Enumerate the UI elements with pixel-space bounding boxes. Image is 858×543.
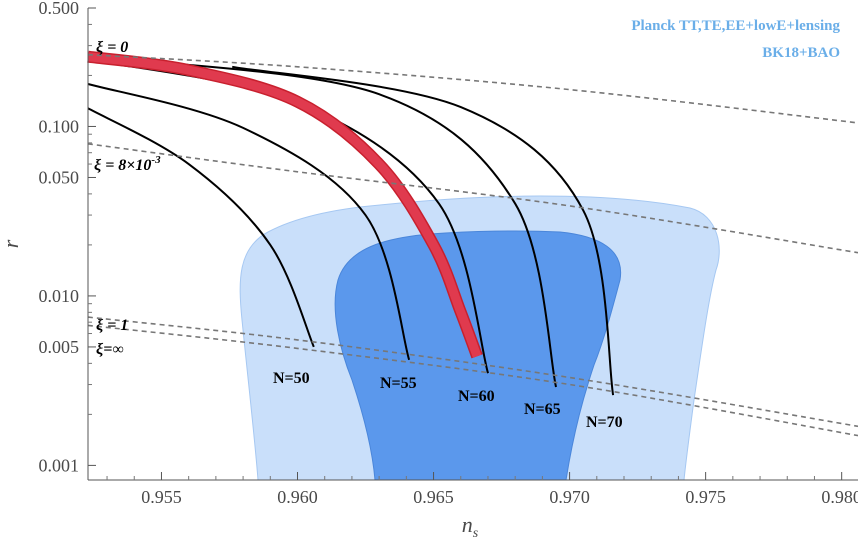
n-curves: [87, 56, 615, 396]
x-tick-label: 0.975: [685, 487, 726, 507]
n-label-50: N=50: [273, 370, 310, 387]
highlight-band: [87, 50, 483, 359]
y-axis-title: r: [0, 239, 23, 248]
xi-label-0: ξ = 0: [96, 39, 128, 56]
x-axis-title: ns: [462, 512, 479, 541]
xi-label-8e-3: ξ = 8×10-3: [94, 154, 161, 174]
x-tick-label: 0.970: [549, 487, 590, 507]
y-tick-label: 0.005: [39, 337, 80, 357]
y-tick-label: 0.100: [39, 116, 80, 136]
y-tick-label: 0.001: [39, 455, 80, 475]
xi-curve-1: [87, 143, 858, 254]
n-curve-labels: N=50 N=55 N=60 N=65 N=70: [273, 370, 623, 431]
legend-entry-planck: Planck TT,TE,EE+lowE+lensing: [631, 18, 840, 34]
n-curve-55: [87, 83, 411, 361]
y-tick-label: 0.500: [39, 0, 80, 18]
n-curve-70: [232, 65, 615, 396]
x-tick-label: 0.955: [141, 487, 182, 507]
n-label-65: N=65: [524, 401, 561, 418]
xi-curve-2: [87, 316, 858, 428]
xi-curve-0: [87, 53, 858, 124]
xi-label-1: ξ = 1: [96, 317, 128, 334]
n-curve-65: [106, 56, 557, 388]
xi-curves: [87, 53, 858, 437]
x-ticks: 0.955 0.960 0.965 0.970 0.975 0.980: [106, 472, 858, 507]
highlight-band-fill: [87, 52, 482, 358]
n-label-70: N=70: [586, 414, 623, 431]
x-tick-label: 0.960: [277, 487, 318, 507]
y-ticks: 0.001 0.005 0.010 0.050 0.100 0.500: [39, 0, 96, 475]
xi-label-inf: ξ=∞: [96, 341, 124, 358]
legend-entry-bk18: BK18+BAO: [762, 45, 840, 61]
n-curve-50: [87, 107, 315, 348]
x-tick-label: 0.965: [413, 487, 454, 507]
confidence-contours: [239, 195, 720, 481]
x-tick-label: 0.980: [821, 487, 858, 507]
y-tick-label: 0.050: [39, 167, 80, 187]
n-label-60: N=60: [458, 388, 495, 405]
xi-curve-3: [87, 324, 858, 437]
n-label-55: N=55: [380, 375, 417, 392]
y-tick-label: 0.010: [39, 286, 80, 306]
xi-curve-labels: ξ = 0 ξ = 8×10-3 ξ = 1 ξ=∞: [94, 39, 161, 358]
